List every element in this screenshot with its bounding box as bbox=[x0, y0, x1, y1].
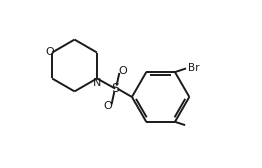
Text: Br: Br bbox=[188, 63, 200, 73]
Text: O: O bbox=[104, 101, 113, 111]
Text: N: N bbox=[93, 77, 101, 88]
Text: O: O bbox=[118, 66, 127, 76]
Text: O: O bbox=[46, 47, 54, 57]
Text: S: S bbox=[111, 82, 119, 95]
